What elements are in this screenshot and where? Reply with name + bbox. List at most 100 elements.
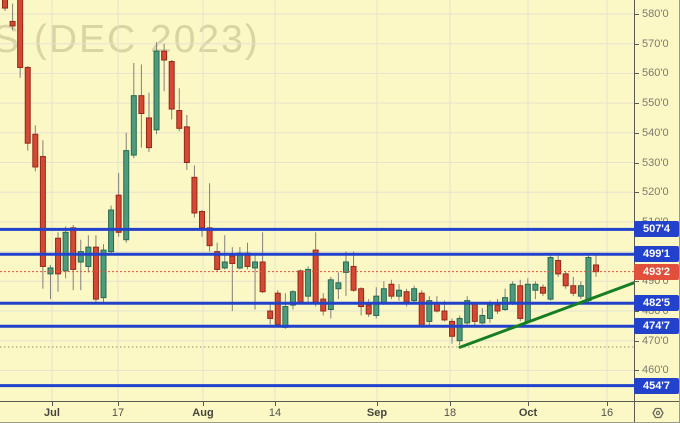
candle-body — [17, 0, 24, 68]
candle-body — [282, 306, 289, 328]
candle-body — [77, 251, 84, 263]
price-tick-label: 460'0 — [642, 364, 669, 376]
candle-body — [176, 110, 183, 129]
candle-body — [365, 304, 372, 315]
candle-body — [100, 249, 107, 299]
candle-body — [221, 261, 228, 269]
candle-body — [24, 66, 31, 144]
time-tick-label: Aug — [192, 407, 214, 419]
time-tick-mark — [607, 402, 608, 406]
candle-body — [297, 270, 304, 303]
candle-body — [183, 126, 190, 163]
candle-body — [585, 257, 592, 302]
trend-line[interactable] — [458, 281, 634, 349]
candle-body — [373, 295, 380, 316]
candle-body — [342, 261, 349, 273]
candle-body — [532, 283, 539, 291]
level-price-label[interactable]: 482'5 — [634, 295, 679, 311]
time-tick-label: Oct — [518, 407, 538, 419]
price-tick-mark — [635, 341, 639, 342]
last-price-label[interactable]: 493'2 — [634, 264, 679, 280]
candle-body — [577, 285, 584, 297]
candle-body — [161, 50, 168, 61]
candle-body — [39, 156, 46, 267]
level-price-label[interactable]: 454'7 — [634, 378, 679, 394]
time-tick-mark — [118, 402, 119, 406]
price-tick-mark — [635, 73, 639, 74]
time-tick-label: 18 — [443, 407, 457, 419]
candle-body — [115, 194, 122, 233]
candle-body — [358, 288, 365, 308]
time-tick-mark — [275, 402, 276, 406]
candle-body — [388, 283, 395, 297]
candle-body — [418, 292, 425, 327]
candle-body — [259, 261, 266, 293]
candle-body — [62, 231, 69, 272]
time-tick-mark — [377, 402, 378, 406]
candle-body — [274, 292, 281, 325]
candle-body — [494, 304, 501, 312]
candle-body — [570, 285, 577, 294]
candle-body — [327, 279, 334, 311]
candle-body — [123, 150, 130, 241]
candle-body — [229, 255, 236, 264]
price-tick-mark — [635, 281, 639, 282]
candle-body — [85, 246, 92, 267]
candle-body — [320, 298, 327, 312]
price-chart-canvas[interactable] — [0, 0, 634, 401]
candle-body — [252, 261, 259, 269]
price-tick-label: 560'0 — [642, 67, 669, 79]
price-tick-label: 570'0 — [642, 38, 669, 50]
level-price-label[interactable]: 474'7 — [634, 318, 679, 334]
price-tick-mark — [635, 103, 639, 104]
price-tick-label: 530'0 — [642, 157, 669, 169]
time-tick-mark — [528, 402, 529, 406]
level-price-label[interactable]: 499'1 — [634, 246, 679, 262]
candle-body — [471, 303, 478, 322]
price-axis[interactable]: 580'0570'0560'0550'0540'0530'0520'0510'0… — [634, 0, 679, 401]
symbol-watermark: S (DEC 2023) — [0, 18, 260, 61]
candle-body — [92, 246, 99, 300]
time-axis[interactable]: Jul 17 Aug 14 Sep 18 Oct 16 — [0, 401, 634, 422]
candle-body — [509, 283, 516, 303]
candle-body — [456, 317, 463, 342]
candle-body — [191, 176, 198, 214]
gear-icon[interactable] — [650, 405, 666, 421]
candle-body — [153, 50, 160, 131]
candle-body — [32, 133, 39, 168]
price-tick-label: 520'0 — [642, 186, 669, 198]
price-tick-label: 580'0 — [642, 8, 669, 20]
time-tick-label: 17 — [111, 407, 125, 419]
candle-body — [464, 300, 471, 324]
candle-body — [403, 291, 410, 303]
candle-body — [479, 314, 486, 324]
time-tick-label: Sep — [366, 407, 388, 419]
candle-body — [562, 273, 569, 287]
candle-body — [130, 95, 137, 156]
candle-body — [380, 288, 387, 305]
price-tick-label: 550'0 — [642, 97, 669, 109]
candle-body — [411, 288, 418, 302]
price-tick-label: 470'0 — [642, 335, 669, 347]
candle-body — [138, 95, 145, 114]
candle-body — [396, 289, 403, 297]
time-tick-mark — [203, 402, 204, 406]
time-tick-mark — [52, 402, 53, 406]
price-tick-label: 540'0 — [642, 127, 669, 139]
candle-body — [305, 268, 312, 297]
candle-body — [289, 291, 296, 306]
candle-body — [350, 265, 357, 291]
level-price-label[interactable]: 507'4 — [634, 221, 679, 237]
candle-body — [168, 61, 175, 110]
candle-body — [426, 300, 433, 322]
candle-body — [199, 211, 206, 229]
price-tick-mark — [635, 192, 639, 193]
candle-body — [267, 310, 274, 319]
candle-body — [441, 310, 448, 321]
time-tick-mark — [450, 402, 451, 406]
candle-body — [47, 267, 54, 275]
price-tick-mark — [635, 14, 639, 15]
axis-settings-corner[interactable] — [634, 401, 679, 422]
time-tick-label: Jul — [44, 407, 60, 419]
